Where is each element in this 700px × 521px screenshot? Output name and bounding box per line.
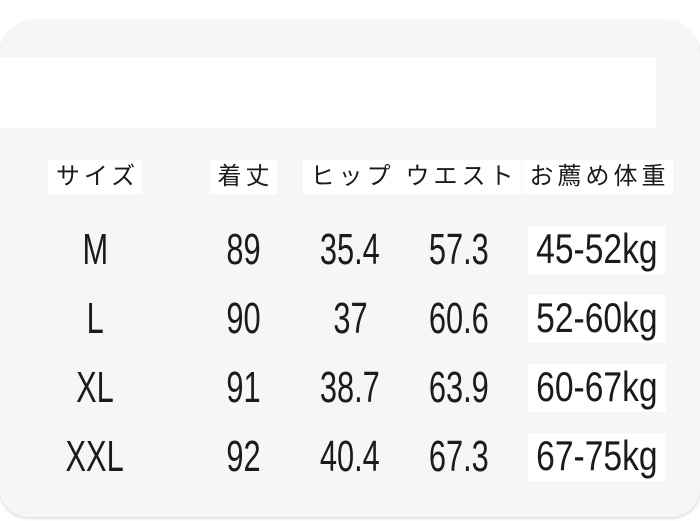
blank-image-strip	[0, 57, 656, 128]
cell-size-xl: XL	[35, 360, 155, 416]
waist-value: 60.6	[429, 294, 489, 343]
cell-length-l: 90	[183, 291, 303, 347]
header-label-waist: ウエスト	[397, 160, 521, 194]
cell-waist-m: 57.3	[399, 222, 519, 278]
hip-value: 40.4	[320, 432, 380, 481]
weight-value-chip: 60-67kg	[528, 364, 666, 412]
length-value: 92	[225, 432, 261, 481]
cell-waist-l: 60.6	[399, 291, 519, 347]
waist-value: 67.3	[429, 432, 489, 481]
header-cell-length: 着丈	[183, 155, 303, 199]
header-label-hip: ヒップ	[302, 160, 398, 194]
cell-waist-xl: 63.9	[399, 360, 519, 416]
waist-value: 63.9	[429, 363, 489, 412]
cell-hip-l: 37	[290, 291, 410, 347]
cell-waist-xxl: 67.3	[399, 429, 519, 485]
length-value: 91	[225, 363, 261, 412]
hip-value: 35.4	[320, 225, 380, 274]
size-chart-card: サイズ M L XL XXL 着丈 89 90	[0, 20, 700, 517]
header-cell-weight: お薦め体重	[512, 155, 682, 199]
cell-size-l: L	[35, 291, 155, 347]
cell-hip-m: 35.4	[290, 222, 410, 278]
size-value: L	[86, 294, 104, 343]
header-label-length: 着丈	[209, 160, 277, 194]
cell-weight-xxl: 67-75kg	[512, 429, 682, 485]
column-length: 着丈 89 90 91 92	[183, 155, 303, 495]
cell-length-m: 89	[183, 222, 303, 278]
cell-weight-l: 52-60kg	[512, 291, 682, 347]
size-value: XL	[76, 363, 114, 412]
header-cell-waist: ウエスト	[397, 155, 521, 199]
header-cell-size: サイズ	[35, 155, 155, 199]
size-value: M	[82, 225, 108, 274]
cell-weight-xl: 60-67kg	[512, 360, 682, 416]
column-weight: お薦め体重 45-52kg 52-60kg 60-67kg 67-75kg	[512, 155, 682, 495]
column-hip: ヒップ 35.4 37 38.7 40.4	[290, 155, 410, 495]
size-value: XXL	[65, 432, 125, 481]
cell-size-m: M	[35, 222, 155, 278]
weight-value-chip: 67-75kg	[528, 433, 666, 481]
length-value: 89	[225, 225, 261, 274]
weight-value-chip: 45-52kg	[528, 226, 666, 274]
header-cell-hip: ヒップ	[290, 155, 410, 199]
cell-weight-m: 45-52kg	[512, 222, 682, 278]
cell-length-xxl: 92	[183, 429, 303, 485]
hip-value: 38.7	[320, 363, 380, 412]
cell-hip-xxl: 40.4	[290, 429, 410, 485]
hip-value: 37	[332, 294, 368, 343]
header-label-weight: お薦め体重	[521, 160, 673, 194]
cell-length-xl: 91	[183, 360, 303, 416]
column-size: サイズ M L XL XXL	[35, 155, 155, 495]
waist-value: 57.3	[429, 225, 489, 274]
cell-size-xxl: XXL	[35, 429, 155, 485]
cell-hip-xl: 38.7	[290, 360, 410, 416]
header-label-size: サイズ	[47, 160, 143, 194]
length-value: 90	[225, 294, 261, 343]
weight-value-chip: 52-60kg	[528, 295, 666, 343]
column-waist: ウエスト 57.3 60.6 63.9 67.3	[397, 155, 521, 495]
